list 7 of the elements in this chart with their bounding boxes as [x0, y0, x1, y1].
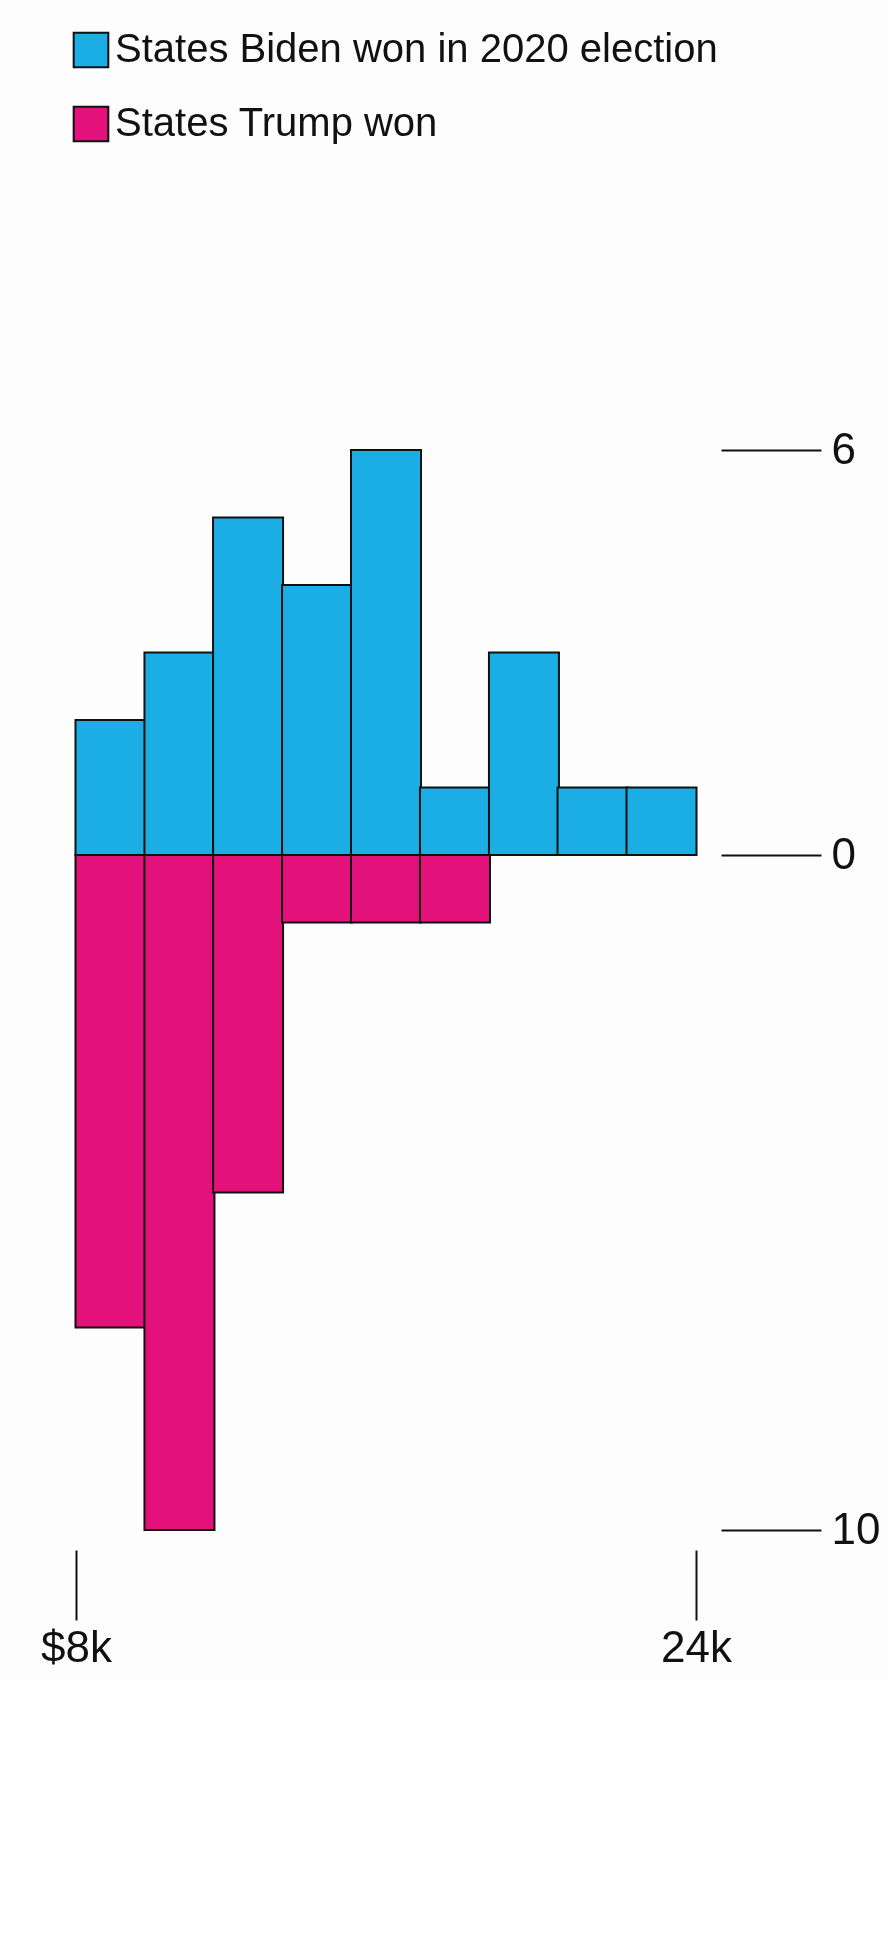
x-tick-label: 24k [661, 1621, 733, 1671]
y-tick-label: 0 [831, 828, 856, 878]
x-tick-label: $8k [41, 1621, 113, 1671]
y-tick-label: 6 [831, 423, 856, 473]
legend-label: States Biden won in 2020 election [115, 26, 718, 70]
legend-label: States Trump won [115, 100, 438, 144]
y-tick-label: 10 [831, 1503, 881, 1553]
